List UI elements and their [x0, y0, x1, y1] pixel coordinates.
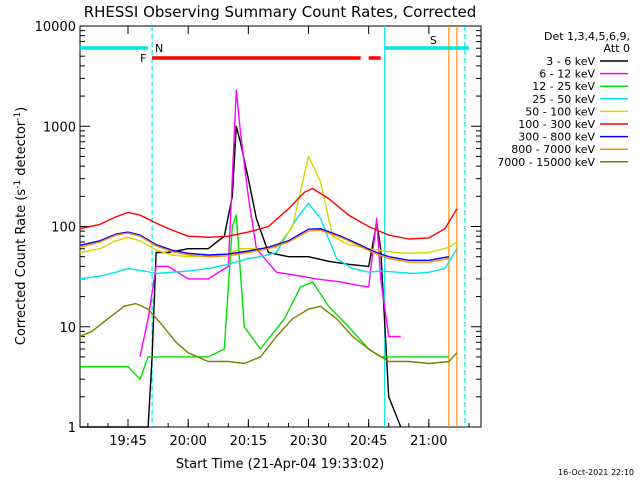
series-line-4 [79, 155, 458, 258]
x-tick-label: 21:00 [410, 434, 447, 449]
x-tick-label: 20:00 [169, 434, 206, 449]
legend-label-5: 100 - 300 keV [518, 118, 595, 131]
legend-label-0: 3 - 6 keV [546, 55, 595, 68]
footer-timestamp: 16-Oct-2021 22:10 [558, 468, 634, 477]
legend-label-4: 50 - 100 keV [525, 105, 595, 118]
series-line-1 [139, 89, 401, 358]
legend-label-3: 25 - 50 keV [532, 93, 595, 106]
y-axis-label: Corrected Count Rate (s-1 detector-1) [13, 107, 29, 345]
series-line-8 [79, 302, 458, 365]
legend-label-2: 12 - 25 keV [532, 80, 595, 93]
y-tick-label: 10000 [35, 20, 76, 35]
legend-label-1: 6 - 12 keV [539, 68, 595, 81]
x-tick-label: 20:30 [290, 434, 327, 449]
x-axis-label: Start Time (21-Apr-04 19:33:02) [176, 457, 384, 472]
x-tick-label: 20:45 [350, 434, 387, 449]
series-line-7 [79, 229, 450, 263]
legend-header-line2: Att 0 [604, 42, 630, 55]
y-tick-label: 1 [68, 421, 76, 436]
series-line-5 [79, 187, 458, 240]
legend-label-6: 300 - 800 keV [518, 131, 595, 144]
series-line-6 [79, 227, 450, 261]
x-tick-label: 20:15 [230, 434, 267, 449]
plot-area [79, 25, 482, 428]
chart-title: RHESSI Observing Summary Count Rates, Co… [84, 3, 477, 21]
flag-label-N: N [155, 42, 163, 55]
x-axis: 19:45 20:00 20:15 20:30 20:45 21:00 [87, 26, 470, 449]
legend-header-line1: Det 1,3,4,5,6,9, [544, 30, 630, 43]
series-lines [79, 89, 458, 428]
time-markers [151, 26, 466, 427]
y-tick-label: 100 [51, 221, 76, 236]
legend-label-8: 7000 - 15000 keV [497, 156, 595, 169]
plot-frame [79, 25, 482, 428]
y-tick-label: 10 [59, 321, 76, 336]
y-tick-label: 1000 [43, 120, 76, 135]
flag-bars: NF S [79, 34, 469, 65]
flag-label-F: F [140, 52, 146, 65]
y-axis: 1 10 100 1000 10000 [35, 20, 481, 436]
x-tick-label: 19:45 [109, 434, 146, 449]
flag-label-S: S [430, 34, 437, 47]
legend-label-7: 800 - 7000 keV [511, 143, 595, 156]
series-line-3 [79, 202, 458, 280]
